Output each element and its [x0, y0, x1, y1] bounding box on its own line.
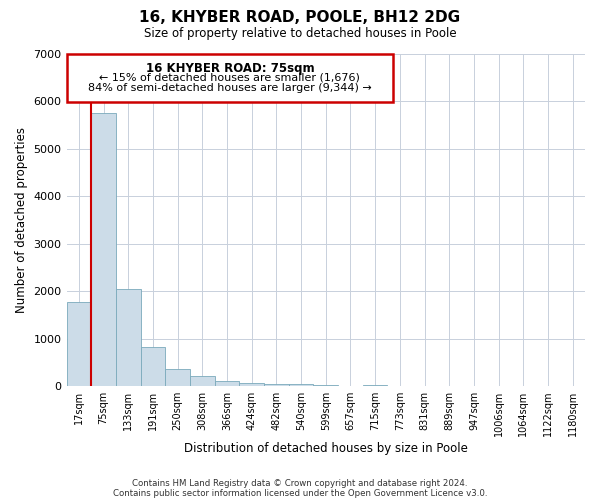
X-axis label: Distribution of detached houses by size in Poole: Distribution of detached houses by size … — [184, 442, 468, 455]
Bar — [91, 114, 116, 386]
Text: 84% of semi-detached houses are larger (9,344) →: 84% of semi-detached houses are larger (… — [88, 83, 372, 93]
Text: 16 KHYBER ROAD: 75sqm: 16 KHYBER ROAD: 75sqm — [146, 62, 314, 76]
Bar — [215, 382, 239, 386]
Bar — [239, 384, 264, 386]
Bar — [363, 385, 388, 386]
Y-axis label: Number of detached properties: Number of detached properties — [15, 127, 28, 313]
Bar — [140, 347, 165, 386]
Bar — [67, 54, 393, 102]
Bar — [289, 384, 313, 386]
Bar — [165, 369, 190, 386]
Bar — [313, 384, 338, 386]
Bar — [116, 289, 140, 386]
Text: Contains HM Land Registry data © Crown copyright and database right 2024.: Contains HM Land Registry data © Crown c… — [132, 478, 468, 488]
Bar — [67, 302, 91, 386]
Bar — [264, 384, 289, 386]
Text: Size of property relative to detached houses in Poole: Size of property relative to detached ho… — [143, 28, 457, 40]
Text: Contains public sector information licensed under the Open Government Licence v3: Contains public sector information licen… — [113, 488, 487, 498]
Text: ← 15% of detached houses are smaller (1,676): ← 15% of detached houses are smaller (1,… — [100, 72, 360, 83]
Text: 16, KHYBER ROAD, POOLE, BH12 2DG: 16, KHYBER ROAD, POOLE, BH12 2DG — [139, 10, 461, 25]
Bar — [190, 376, 215, 386]
